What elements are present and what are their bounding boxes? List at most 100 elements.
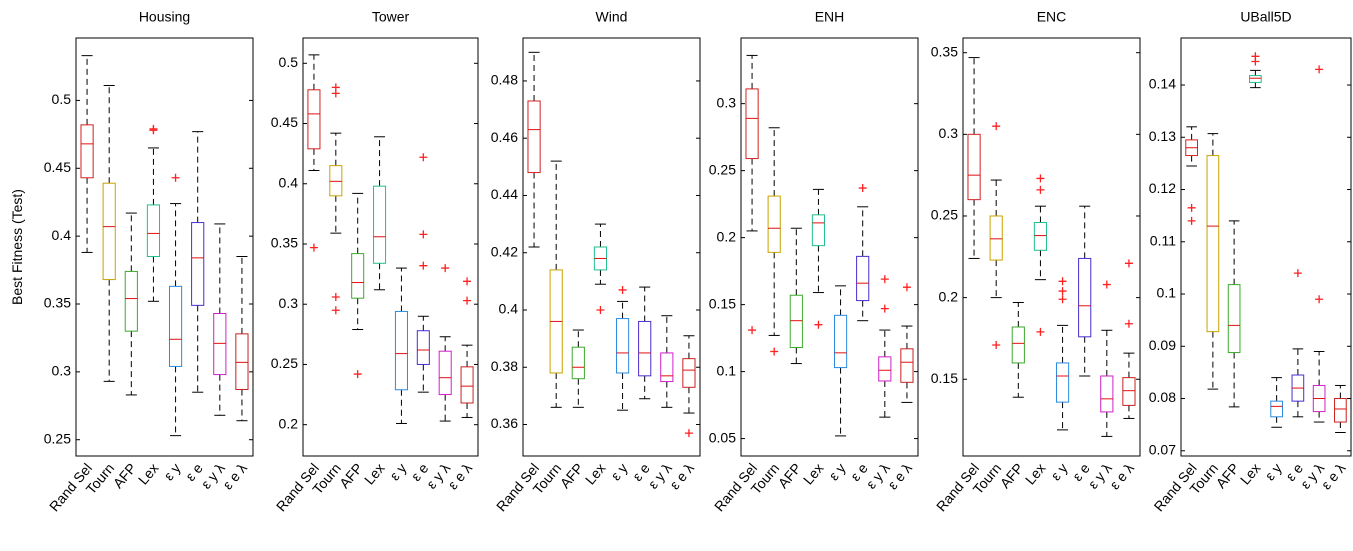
y-tick-label: 0.08 <box>1149 389 1176 405</box>
outlier <box>419 153 428 162</box>
outlier <box>1036 174 1045 183</box>
outlier <box>1124 259 1133 268</box>
box <box>878 356 892 382</box>
box <box>168 285 183 367</box>
outlier <box>1058 277 1067 286</box>
y-tick-label: 0.5 <box>279 54 299 70</box>
x-tick-label: ε e λ <box>1318 460 1349 492</box>
y-tick-label: 0.4 <box>499 301 519 317</box>
box <box>102 182 116 281</box>
y-tick-label: 0.4 <box>279 174 299 190</box>
panel-title: Housing <box>139 9 190 25</box>
y-tick-label: 0.44 <box>491 186 518 202</box>
box <box>527 100 541 174</box>
y-tick-label: 0.1 <box>717 362 737 378</box>
y-tick-label: 0.38 <box>491 358 518 374</box>
box <box>235 333 249 391</box>
box <box>615 318 630 374</box>
x-tick-label: Lex <box>135 460 162 488</box>
x-tick-label: Lex <box>1022 460 1049 488</box>
box <box>80 124 94 179</box>
panel-title: UBall5D <box>1240 9 1291 25</box>
box <box>191 222 205 306</box>
y-tick-label: 0.05 <box>709 429 736 445</box>
panel-title: ENC <box>1037 9 1067 25</box>
box <box>1334 398 1347 423</box>
panel-title: ENH <box>815 9 845 25</box>
box <box>1011 326 1025 364</box>
panel-title: Tower <box>372 9 410 25</box>
outlier <box>596 305 605 314</box>
outlier <box>149 126 158 135</box>
y-tick-label: 0.15 <box>931 370 958 386</box>
y-tick-label: 0.36 <box>491 415 518 431</box>
plot-frame <box>740 37 919 457</box>
outlier <box>1036 185 1045 194</box>
box <box>571 346 585 380</box>
x-tick-label: ε y <box>825 460 848 483</box>
x-tick-label: ε e λ <box>666 460 697 492</box>
y-tick-label: 0.3 <box>939 125 959 141</box>
outlier <box>770 347 779 356</box>
outlier <box>331 292 340 301</box>
outlier <box>748 326 757 335</box>
y-tick-label: 0.45 <box>271 114 298 130</box>
x-tick-label: ε y <box>386 460 409 483</box>
y-tick-label: 0.15 <box>709 295 736 311</box>
y-tick-label: 0.07 <box>1149 441 1176 457</box>
y-tick-label: 0.45 <box>44 159 71 175</box>
y-tick-label: 0.3 <box>717 94 737 110</box>
plot-frame <box>75 37 254 457</box>
box <box>900 348 914 383</box>
y-tick-label: 0.2 <box>717 228 737 244</box>
y-tick-label: 0.25 <box>44 430 71 446</box>
box <box>329 165 343 197</box>
x-tick-label: ε e λ <box>884 460 915 492</box>
y-tick-label: 0.2 <box>279 415 299 431</box>
x-tick-label: ε y <box>1261 460 1284 483</box>
box <box>1227 284 1241 354</box>
y-tick-label: 0.25 <box>931 207 958 223</box>
x-tick-label: ε y <box>1047 460 1070 483</box>
outlier <box>171 173 180 182</box>
box <box>1270 400 1283 418</box>
plot-frame <box>302 37 479 457</box>
x-tick-label: ε y <box>607 460 630 483</box>
box <box>789 294 803 348</box>
outlier <box>331 306 340 315</box>
outlier <box>419 230 428 239</box>
outlier <box>1058 287 1067 296</box>
y-tick-label: 0.25 <box>271 355 298 371</box>
outlier <box>441 264 450 273</box>
x-tick-label: ε e λ <box>444 460 475 492</box>
y-tick-label: 0.46 <box>491 129 518 145</box>
outlier <box>1251 57 1260 66</box>
box <box>438 350 452 396</box>
y-tick-label: 0.3 <box>52 363 72 379</box>
box <box>767 195 781 253</box>
box <box>660 352 674 383</box>
x-tick-label: Lex <box>800 460 827 488</box>
box <box>833 314 848 369</box>
box <box>124 270 138 332</box>
y-tick-label: 0.14 <box>1149 76 1176 92</box>
y-tick-label: 0.4 <box>52 227 72 243</box>
box <box>989 215 1003 261</box>
box <box>682 358 696 388</box>
outlier <box>419 261 428 270</box>
y-tick-label: 0.2 <box>939 288 959 304</box>
outlier <box>1293 269 1302 278</box>
outlier <box>992 122 1001 131</box>
outlier <box>463 277 472 286</box>
x-tick-label: ε e λ <box>1106 460 1137 492</box>
outlier <box>684 429 693 438</box>
outlier <box>902 283 911 292</box>
box <box>146 204 161 258</box>
x-tick-label: ε e λ <box>219 460 250 492</box>
x-tick-label: Lex <box>1237 460 1264 488</box>
box <box>373 185 387 264</box>
outlier <box>1187 216 1196 225</box>
outlier <box>309 243 318 252</box>
